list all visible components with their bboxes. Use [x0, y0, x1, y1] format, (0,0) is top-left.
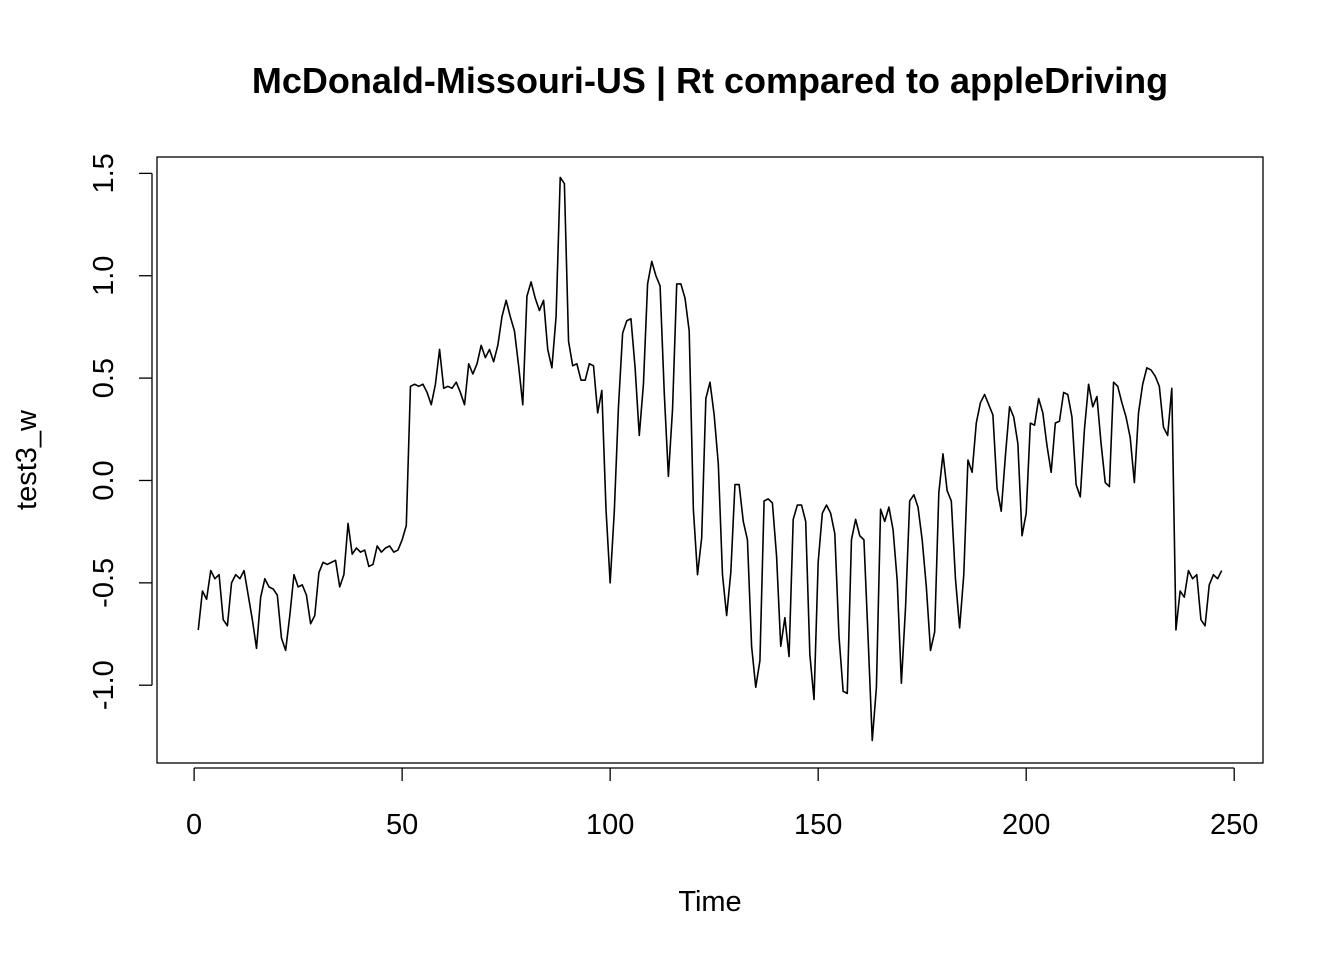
y-axis: -1.0 -0.5 0.0 0.5 1.0 1.5 — [88, 153, 153, 710]
x-axis: 0 50 100 150 200 250 — [186, 767, 1258, 841]
y-axis-label: test3_w — [11, 409, 43, 510]
x-tick-label: 150 — [794, 809, 842, 841]
x-axis-label: Time — [678, 886, 741, 918]
chart-title: McDonald-Missouri-US | Rt compared to ap… — [252, 60, 1168, 102]
y-tick-label: -1.0 — [88, 660, 120, 710]
x-tick-label: 0 — [186, 809, 202, 841]
y-tick-label: 0.5 — [88, 358, 120, 398]
y-tick-label: 0.0 — [88, 460, 120, 500]
x-tick-label: 100 — [586, 809, 634, 841]
y-tick-label: 1.0 — [88, 256, 120, 296]
y-tick-label: -0.5 — [88, 558, 120, 608]
x-tick-label: 200 — [1002, 809, 1050, 841]
y-tick-label: 1.5 — [88, 153, 120, 193]
x-tick-label: 250 — [1210, 809, 1258, 841]
x-tick-label: 50 — [386, 809, 418, 841]
series-line — [197, 176, 1223, 742]
plot-frame — [156, 156, 1264, 764]
